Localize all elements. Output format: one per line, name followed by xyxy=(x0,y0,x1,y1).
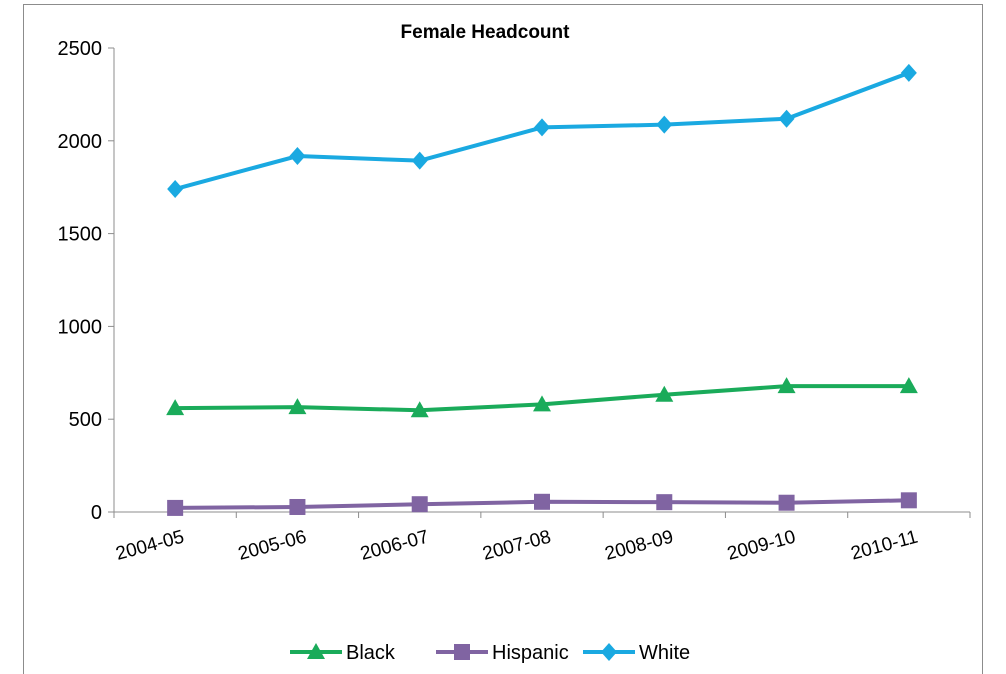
data-point xyxy=(655,385,674,402)
y-tick-label: 0 xyxy=(91,502,102,524)
data-point xyxy=(656,115,673,134)
data-point xyxy=(777,377,796,394)
data-point xyxy=(778,494,795,511)
y-tick-label: 1000 xyxy=(58,316,103,338)
data-point xyxy=(411,496,428,513)
legend-label: Hispanic xyxy=(492,642,569,664)
x-tick-label: 2005-06 xyxy=(236,527,309,565)
data-point xyxy=(289,498,306,515)
series-hispanic xyxy=(167,492,917,516)
x-tick-label: 2010-11 xyxy=(849,527,920,565)
legend-item-white: White xyxy=(583,642,690,664)
data-point xyxy=(533,395,551,412)
y-tick-label: 1500 xyxy=(58,224,103,246)
y-tick-label: 500 xyxy=(69,409,102,431)
y-tick-label: 2500 xyxy=(58,38,103,60)
legend-marker xyxy=(454,644,470,660)
data-point xyxy=(900,63,917,82)
chart-frame xyxy=(23,4,983,674)
data-point xyxy=(167,180,184,199)
data-point xyxy=(289,147,306,166)
x-tick-label: 2004-05 xyxy=(114,527,187,565)
series-black xyxy=(166,377,918,418)
legend-item-hispanic: Hispanic xyxy=(436,642,569,664)
data-point xyxy=(411,151,428,170)
data-point xyxy=(534,118,550,137)
legend-label: White xyxy=(639,642,690,664)
data-point xyxy=(656,494,673,511)
x-tick-label: 2007-08 xyxy=(481,527,554,565)
data-point xyxy=(899,377,918,394)
data-point xyxy=(900,492,917,509)
data-point xyxy=(167,499,184,516)
legend-label: Black xyxy=(346,642,396,664)
x-tick-label: 2008-09 xyxy=(603,527,676,565)
legend: Black Hispanic White xyxy=(290,642,690,664)
data-point xyxy=(410,401,429,418)
y-tick-label: 2000 xyxy=(58,131,103,153)
legend-marker xyxy=(601,643,617,661)
legend-marker xyxy=(307,643,325,659)
chart-title: Female Headcount xyxy=(401,22,571,43)
legend-item-black: Black xyxy=(290,642,396,664)
series-layer xyxy=(166,63,918,516)
data-point xyxy=(288,398,307,415)
data-point xyxy=(534,493,550,510)
series-white xyxy=(167,63,917,199)
x-tick-label: 2006-07 xyxy=(358,527,431,565)
axes: 0 500 1000 1500 2000 2500 2004-05 2005-06 2006-0… xyxy=(58,38,971,565)
data-point xyxy=(166,399,185,416)
x-tick-label: 2009-10 xyxy=(725,527,798,565)
data-point xyxy=(778,109,795,128)
